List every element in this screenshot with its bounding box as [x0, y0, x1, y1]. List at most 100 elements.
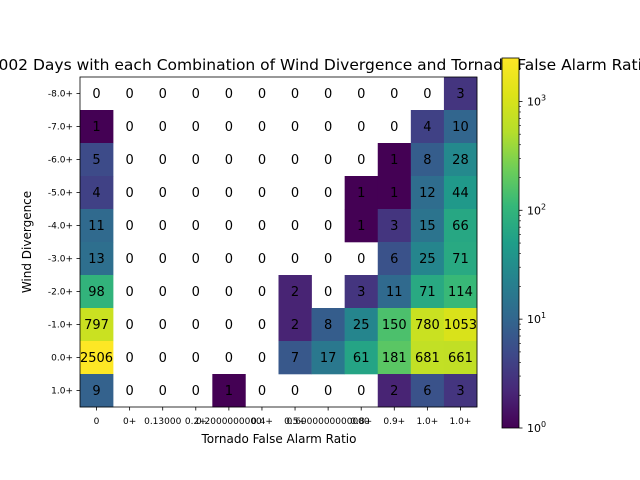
heatmap-cell	[377, 374, 412, 408]
cell-value-label: 0	[258, 285, 266, 300]
cell-value-label: 0	[192, 87, 200, 102]
cell-value-label: 0	[192, 384, 200, 399]
chart-title: 2002 Days with each Combination of Wind …	[0, 56, 640, 74]
cell-value-label: 7	[291, 351, 299, 366]
cell-value-label: 0	[258, 219, 266, 234]
heatmap-cell	[80, 374, 114, 408]
cell-value-label: 0	[258, 351, 266, 366]
x-tick-label: 0.2000000000	[196, 417, 262, 427]
cell-value-label: 1	[357, 219, 365, 234]
cell-value-label: 17	[320, 351, 337, 366]
cell-value-label: 3	[390, 219, 398, 234]
heatmap-cell	[443, 77, 478, 111]
heatmap-cell	[80, 176, 114, 210]
cell-value-label: 1	[390, 186, 398, 201]
cell-value-label: 6	[390, 252, 398, 267]
cell-value-label: 0	[125, 318, 133, 333]
cell-value-label: 28	[452, 153, 469, 168]
cell-value-label: 3	[456, 384, 464, 399]
heatmap-cell	[212, 374, 246, 408]
heatmap-cell	[443, 242, 478, 276]
y-tick-label: 0.0+	[51, 354, 73, 364]
cell-value-label: 9	[92, 384, 100, 399]
cell-value-label: 0	[324, 285, 332, 300]
cell-value-label: 0	[291, 219, 299, 234]
heatmap-cell	[344, 176, 379, 210]
heatmap-cell	[443, 143, 478, 177]
heatmap-cell	[410, 110, 445, 144]
cell-value-label: 0	[225, 153, 233, 168]
cell-value-label: 25	[419, 252, 436, 267]
y-tick-label: -1.0+	[48, 321, 73, 331]
cell-value-label: 0	[159, 285, 167, 300]
cell-value-label: 0	[125, 153, 133, 168]
cell-value-label: 8	[423, 153, 431, 168]
cell-value-label: 66	[452, 219, 469, 234]
heatmap-cell	[80, 209, 114, 243]
cell-value-label: 0	[258, 252, 266, 267]
cell-value-label: 71	[452, 252, 469, 267]
x-tick-label: 0	[94, 417, 100, 427]
x-tick-label: 0+	[123, 417, 136, 427]
heatmap-cell	[311, 341, 345, 375]
heatmap-cell	[410, 143, 445, 177]
heatmap-cell	[410, 308, 445, 342]
cell-value-label: 0	[357, 87, 365, 102]
cell-value-label: 181	[382, 351, 407, 366]
cell-value-label: 150	[382, 318, 407, 333]
heatmap-cell	[410, 176, 445, 210]
heatmap-cell	[443, 209, 478, 243]
colorbar-tick-label: 100	[527, 420, 546, 435]
cell-value-label: 10	[452, 120, 469, 135]
cell-value-label: 6	[423, 384, 431, 399]
cell-value-label: 0	[159, 87, 167, 102]
x-axis-label: Tornado False Alarm Ratio	[201, 432, 357, 446]
cell-value-label: 4	[92, 186, 100, 201]
cell-value-label: 0	[225, 120, 233, 135]
colorbar-ticks: 100 101 102 103	[519, 68, 546, 435]
cell-value-label: 1	[390, 153, 398, 168]
cell-value-label: 0	[291, 120, 299, 135]
cell-value-label: 5	[92, 153, 100, 168]
cell-value-label: 0	[225, 219, 233, 234]
cell-value-label: 0	[324, 87, 332, 102]
cell-value-label: 0	[258, 120, 266, 135]
cell-value-label: 0	[159, 252, 167, 267]
heatmap-cell	[278, 341, 312, 375]
colorbar	[501, 57, 520, 429]
cell-value-label: 0	[159, 318, 167, 333]
cell-value-label: 2506	[80, 351, 113, 366]
cell-value-label: 0	[258, 186, 266, 201]
x-tick-label: 1.0+	[450, 417, 472, 427]
cell-value-label: 0	[357, 153, 365, 168]
heatmap-cell	[80, 143, 114, 177]
y-tick-label: -2.0+	[48, 288, 73, 298]
cell-value-label: 0	[125, 219, 133, 234]
heatmap-cell	[344, 209, 379, 243]
colorbar-tick-label: 102	[527, 202, 546, 217]
heatmap-cell	[278, 308, 312, 342]
heatmap-cell	[443, 110, 478, 144]
cell-value-label: 0	[291, 384, 299, 399]
heatmap-cell	[377, 341, 412, 375]
heatmap-cell	[80, 242, 114, 276]
heatmap-cell	[443, 275, 478, 309]
cell-value-label: 71	[419, 285, 436, 300]
cell-value-label: 0	[324, 153, 332, 168]
cell-value-label: 2	[390, 384, 398, 399]
cell-value-label: 681	[415, 351, 440, 366]
cell-value-label: 0	[423, 87, 431, 102]
cell-value-label: 4	[423, 120, 431, 135]
cell-value-label: 0	[291, 252, 299, 267]
heatmap-cell	[80, 308, 114, 342]
heatmap-cell	[278, 275, 312, 309]
x-tick-label: 1.0+	[416, 417, 438, 427]
cell-value-label: 0	[125, 87, 133, 102]
cell-value-label: 0	[324, 384, 332, 399]
cell-value-label: 1	[92, 120, 100, 135]
cell-value-label: 0	[159, 186, 167, 201]
cell-value-label: 0	[125, 120, 133, 135]
x-tick-label: 0.9+	[383, 417, 405, 427]
cell-value-label: 3	[357, 285, 365, 300]
cell-value-label: 8	[324, 318, 332, 333]
